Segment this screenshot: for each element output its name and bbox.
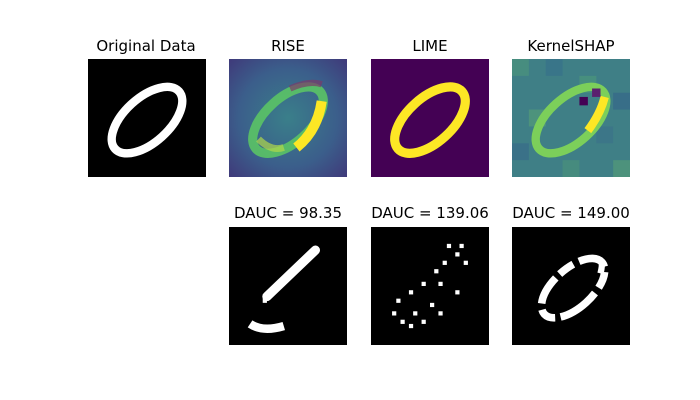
kernelshap-heatmap [512, 59, 630, 177]
rise-title: RISE [271, 37, 305, 55]
original-digit-image [88, 59, 206, 177]
lime-deletion-image [371, 227, 489, 345]
rise-deletion-image [229, 227, 347, 345]
kernelshap-dauc-label: DAUC = 149.00 [512, 204, 630, 222]
lime-heatmap [371, 59, 489, 177]
kernelshap-title: KernelSHAP [527, 37, 615, 55]
rise-heatmap [229, 59, 347, 177]
lime-title: LIME [412, 37, 448, 55]
rise-dauc-label: DAUC = 98.35 [233, 204, 343, 222]
lime-dauc-label: DAUC = 139.06 [371, 204, 489, 222]
kernelshap-deletion-image [512, 227, 630, 345]
original-data-title: Original Data [96, 37, 196, 55]
